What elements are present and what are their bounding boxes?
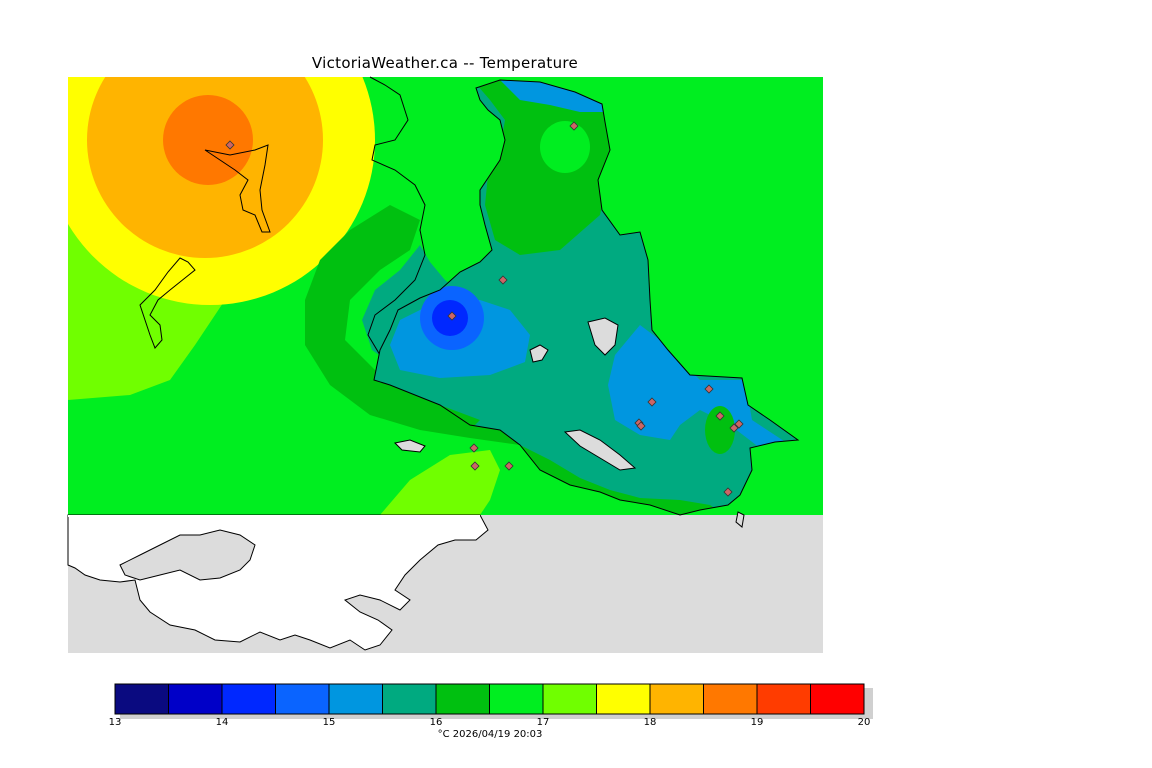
colorbar-cell <box>810 683 865 715</box>
colorbar-cell <box>168 683 223 715</box>
colorbar-cell <box>221 683 276 715</box>
colorbar-tick-label: 19 <box>751 717 764 728</box>
station-marker[interactable] <box>734 419 744 429</box>
station-marker[interactable] <box>469 443 479 453</box>
small-island <box>529 344 549 363</box>
station-marker[interactable] <box>647 397 657 407</box>
colorbar-cell <box>756 683 811 715</box>
colorbar-cells <box>114 683 865 715</box>
map-title: VictoriaWeather.ca -- Temperature <box>311 54 579 72</box>
station-marker[interactable] <box>636 421 646 431</box>
colorbar-cell <box>328 683 383 715</box>
western-island <box>139 257 196 349</box>
station-marker[interactable] <box>723 487 733 497</box>
small-island <box>587 317 619 356</box>
colorbar-tick-label: 17 <box>537 717 550 728</box>
colorbar-tick-label: 15 <box>323 717 336 728</box>
colorbar-cell <box>489 683 544 715</box>
colorbar-cell <box>596 683 651 715</box>
colorbar-tick-label: 16 <box>430 717 443 728</box>
hot-region-island <box>204 144 271 233</box>
colorbar-tick-label: 18 <box>644 717 657 728</box>
colorbar-cell <box>649 683 704 715</box>
small-island <box>393 439 426 453</box>
western-coastline <box>367 76 426 381</box>
island-coastline <box>373 79 800 516</box>
small-island <box>563 429 637 471</box>
station-marker[interactable] <box>225 140 235 150</box>
colorbar-cell <box>382 683 437 715</box>
outer-white-strip <box>68 515 480 517</box>
station-marker[interactable] <box>704 384 714 394</box>
small-island <box>735 511 745 528</box>
colorbar-tick-label: 14 <box>216 717 229 728</box>
station-marker[interactable] <box>447 311 457 321</box>
colorbar-cell <box>114 683 169 715</box>
station-markers <box>225 121 744 497</box>
colorbar-caption: °C 2026/04/19 20:03 <box>438 729 543 740</box>
colorbar-cell <box>542 683 597 715</box>
colorbar-cell <box>703 683 758 715</box>
colorbar-ticks: 13 14 15 16 17 18 19 20 <box>109 717 871 728</box>
colorbar-tick-label: 20 <box>858 717 871 728</box>
colorbar-cell <box>435 683 490 715</box>
station-marker[interactable] <box>470 461 480 471</box>
station-marker[interactable] <box>504 461 514 471</box>
outer-land-inlet <box>119 529 256 581</box>
station-marker[interactable] <box>715 411 725 421</box>
station-marker[interactable] <box>569 121 579 131</box>
station-marker[interactable] <box>498 275 508 285</box>
station-marker[interactable] <box>729 423 739 433</box>
colorbar-cell <box>275 683 330 715</box>
colorbar-tick-label: 13 <box>109 717 122 728</box>
